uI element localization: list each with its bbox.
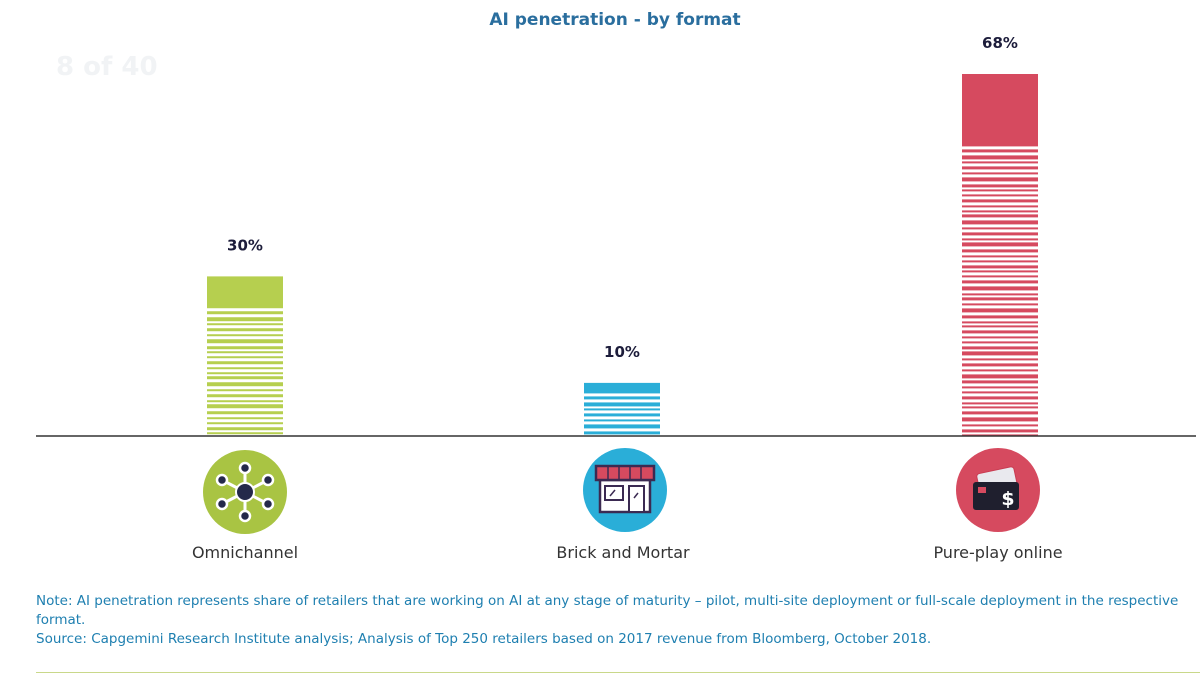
category-label-brick-and-mortar: Brick and Mortar [556,543,690,562]
source-text: Source: Capgemini Research Institute ana… [36,631,932,647]
storefront-icon [583,448,667,532]
value-label-pure-play-online: 68% [982,34,1018,52]
note-text: Note: AI penetration represents share of… [36,593,1179,628]
bar-chart: $ 30% 10% 68% Omnichannel Brick and Mort… [36,34,1196,562]
value-label-omnichannel: 30% [227,236,263,254]
category-label-omnichannel: Omnichannel [192,543,298,562]
chart-title: AI penetration - by format [489,10,741,30]
network-icon [203,450,287,534]
page-indicator: 8 of 40 [56,52,158,82]
bar-pure-play-online [962,74,1038,436]
footer-divider [36,672,1200,673]
value-label-brick-and-mortar: 10% [604,343,640,361]
bar-brick-and-mortar [584,382,660,435]
credit-card-icon: $ [956,448,1040,532]
chart-notes: Note: AI penetration represents share of… [36,592,1196,649]
bar-omnichannel [207,276,283,435]
svg-text:$: $ [1001,488,1014,510]
category-label-pure-play-online: Pure-play online [933,543,1062,562]
